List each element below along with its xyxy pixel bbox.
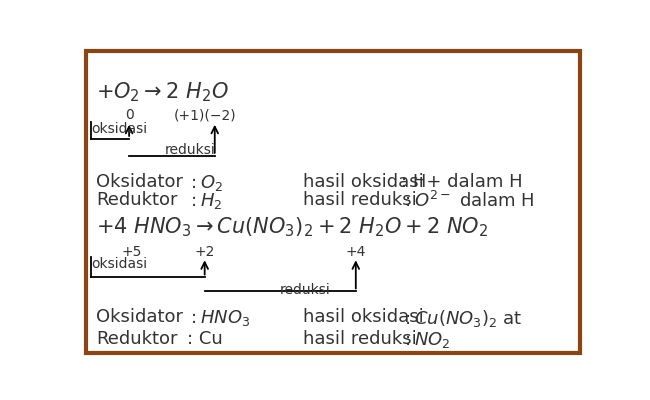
Text: oksidasi: oksidasi [91, 257, 148, 271]
Text: +2: +2 [194, 245, 215, 259]
Text: : Cu: : Cu [187, 330, 223, 348]
Text: hasil reduksi: hasil reduksi [303, 191, 417, 209]
Text: Reduktor: Reduktor [96, 191, 178, 209]
Text: +5: +5 [122, 245, 142, 259]
Text: Oksidator: Oksidator [96, 308, 183, 326]
Text: (+1)(−2): (+1)(−2) [174, 108, 236, 122]
Text: $: H_2$: $: H_2$ [187, 191, 222, 211]
Text: $: O_2$: $: O_2$ [187, 173, 223, 193]
Text: Reduktor: Reduktor [96, 330, 178, 348]
Text: $: NO_2$: $: NO_2$ [401, 330, 450, 350]
Text: oksidasi: oksidasi [91, 122, 148, 136]
Text: +4: +4 [346, 245, 366, 259]
Text: 0: 0 [125, 108, 133, 122]
Text: reduksi: reduksi [280, 283, 331, 297]
Text: hasil reduksi: hasil reduksi [303, 330, 417, 348]
Text: reduksi: reduksi [164, 144, 215, 158]
Text: $: O^{2-}$ dalam H: $: O^{2-}$ dalam H [401, 191, 535, 211]
Text: $+ 4\ HNO_3 \rightarrow Cu(NO_3)_2 + 2\ H_2O + 2\ NO_2$: $+ 4\ HNO_3 \rightarrow Cu(NO_3)_2 + 2\ … [96, 216, 489, 240]
Text: Oksidator: Oksidator [96, 173, 183, 191]
Text: hasil oksidasi: hasil oksidasi [303, 173, 424, 191]
FancyBboxPatch shape [86, 51, 580, 353]
Text: $: HNO_3$: $: HNO_3$ [187, 308, 250, 328]
Text: hasil oksidasi: hasil oksidasi [303, 308, 424, 326]
Text: $+ O_2 \rightarrow 2\ H_2O$: $+ O_2 \rightarrow 2\ H_2O$ [96, 80, 229, 104]
Text: : H+ dalam H: : H+ dalam H [401, 173, 523, 191]
Text: $: Cu(NO_3)_2$ at: $: Cu(NO_3)_2$ at [401, 308, 523, 329]
